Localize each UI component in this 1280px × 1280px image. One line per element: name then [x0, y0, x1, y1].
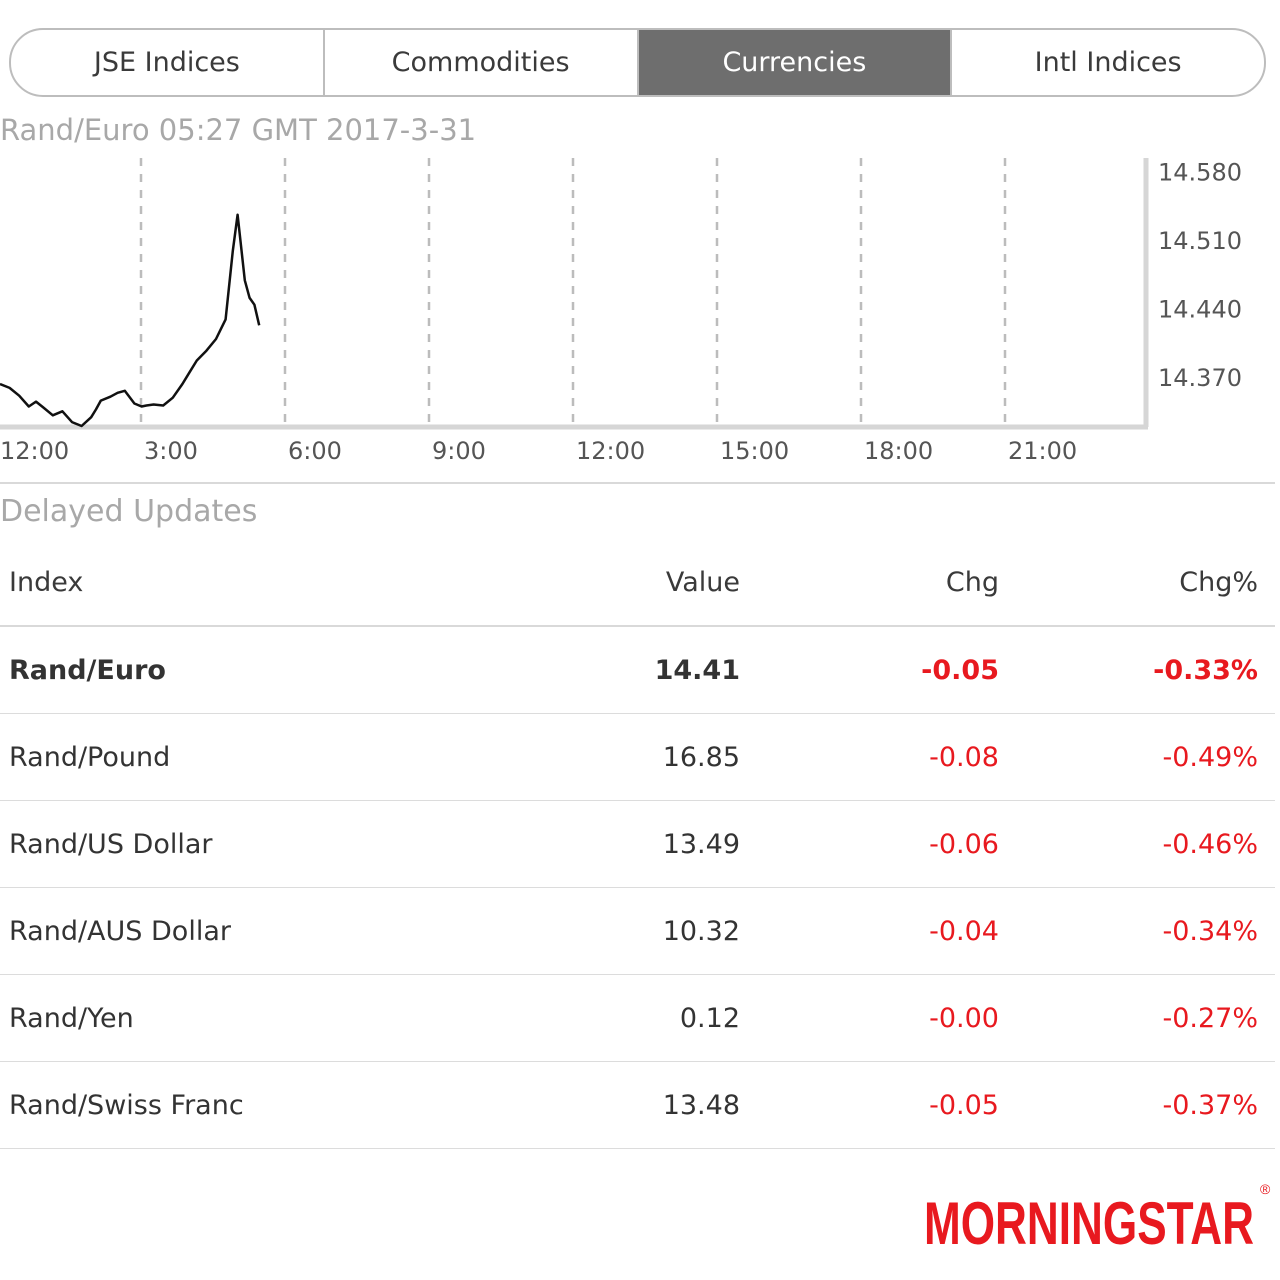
row-value: 13.49	[662, 828, 740, 860]
tab-jse-indices[interactable]: JSE Indices	[11, 30, 325, 95]
row-index: Rand/AUS Dollar	[9, 915, 231, 947]
table-row[interactable]: Rand/Euro 14.41 -0.05 -0.33%	[0, 627, 1275, 714]
row-chg-pct: -0.27%	[1162, 1002, 1258, 1034]
y-tick-label: 14.580	[1158, 159, 1242, 187]
table-row[interactable]: Rand/Pound 16.85 -0.08 -0.49%	[0, 714, 1275, 801]
x-tick-label: 3:00	[144, 437, 198, 465]
x-tick-label: 15:00	[720, 437, 789, 465]
table-row[interactable]: Rand/Yen 0.12 -0.00 -0.27%	[0, 975, 1275, 1062]
svg-text:®: ®	[1260, 1181, 1271, 1197]
tab-commodities[interactable]: Commodities	[325, 30, 639, 95]
header-value: Value	[665, 567, 740, 598]
header-chg-pct: Chg%	[1179, 567, 1258, 598]
x-tick-label: 18:00	[864, 437, 933, 465]
y-tick-label: 14.370	[1158, 364, 1242, 392]
row-value: 14.41	[654, 654, 740, 686]
table-row[interactable]: Rand/AUS Dollar 10.32 -0.04 -0.34%	[0, 888, 1275, 975]
row-chg-pct: -0.34%	[1162, 915, 1258, 947]
row-chg-pct: -0.49%	[1162, 741, 1258, 773]
table-header: Index Value Chg Chg%	[0, 540, 1275, 627]
row-index: Rand/Euro	[9, 654, 166, 686]
row-chg-pct: -0.46%	[1162, 828, 1258, 860]
x-tick-label: 12:00	[0, 437, 69, 465]
chart-header: Rand/Euro 05:27 GMT 2017-3-31	[0, 113, 477, 147]
row-value: 0.12	[679, 1002, 740, 1034]
row-chg-pct: -0.33%	[1153, 654, 1258, 686]
market-tabs: JSE Indices Commodities Currencies Intl …	[9, 28, 1266, 97]
table-row[interactable]: Rand/US Dollar 13.49 -0.06 -0.46%	[0, 801, 1275, 888]
svg-text:MORNINGSTAR: MORNINGSTAR	[924, 1190, 1254, 1254]
x-tick-label: 9:00	[432, 437, 486, 465]
row-chg-pct: -0.37%	[1162, 1089, 1258, 1121]
series-line	[0, 213, 261, 428]
row-chg: -0.04	[929, 915, 999, 947]
tab-currencies[interactable]: Currencies	[638, 30, 953, 95]
x-tick-label: 21:00	[1008, 437, 1077, 465]
table-row[interactable]: Rand/Swiss Franc 13.48 -0.05 -0.37%	[0, 1062, 1275, 1149]
row-value: 13.48	[662, 1089, 740, 1121]
row-value: 16.85	[662, 741, 740, 773]
currency-table: Index Value Chg Chg% Rand/Euro 14.41 -0.…	[0, 540, 1275, 1149]
row-index: Rand/US Dollar	[9, 828, 213, 860]
header-index: Index	[9, 567, 84, 598]
row-index: Rand/Yen	[9, 1002, 134, 1034]
rand-euro-chart: 12:00 3:00 6:00 9:00 12:00 15:00 18:00 21:00 14.…	[0, 158, 1242, 465]
header-chg: Chg	[945, 567, 999, 598]
row-chg: -0.08	[929, 741, 999, 773]
morningstar-logo[interactable]: MORNINGSTAR ®	[924, 1174, 1274, 1254]
row-index: Rand/Pound	[9, 741, 171, 773]
y-tick-label: 14.440	[1158, 296, 1242, 324]
row-chg: -0.05	[929, 1089, 999, 1121]
row-chg: -0.05	[921, 654, 999, 686]
x-tick-label: 12:00	[576, 437, 645, 465]
y-tick-label: 14.510	[1158, 227, 1242, 255]
tab-intl-indices[interactable]: Intl Indices	[1034, 47, 1182, 78]
section-divider	[0, 482, 1275, 484]
delayed-updates-label: Delayed Updates	[0, 494, 258, 529]
row-index: Rand/Swiss Franc	[9, 1089, 244, 1121]
row-chg: -0.06	[929, 828, 999, 860]
row-chg: -0.00	[929, 1002, 999, 1034]
x-tick-label: 6:00	[288, 437, 342, 465]
row-value: 10.32	[662, 915, 740, 947]
